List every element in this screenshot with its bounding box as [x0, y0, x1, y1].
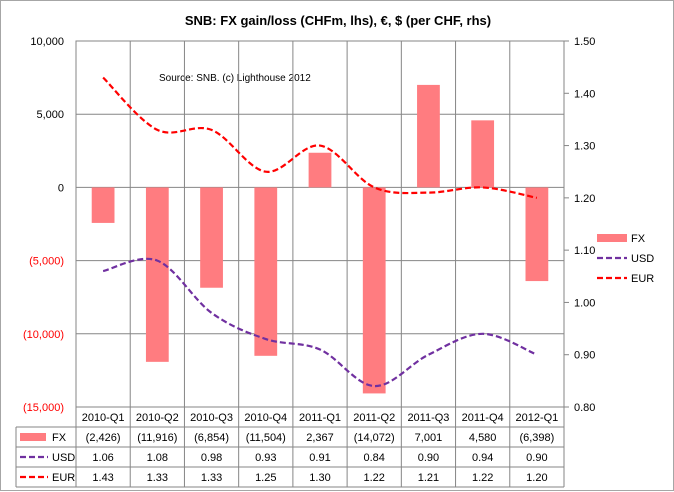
y-left-tick-label: (15,000) [23, 402, 64, 414]
table-cell: (14,072) [354, 432, 395, 444]
table-key-swatch [20, 433, 46, 441]
table-cell: 1.33 [201, 472, 222, 484]
y-right-tick-label: 0.80 [574, 402, 595, 414]
table-category-label: 2010-Q2 [136, 412, 179, 424]
table-cell: 1.20 [526, 472, 547, 484]
table-series-label: USD [52, 452, 75, 464]
legend-label: FX [631, 233, 646, 245]
legend: FX USD EUR [597, 233, 654, 285]
table-category-label: 2011-Q3 [407, 412, 449, 424]
table-category-label: 2011-Q4 [462, 412, 504, 424]
data-table: 2010-Q1 2010-Q2 2010-Q3 2010-Q4 2011-Q1 2011-… [15, 412, 564, 488]
table-cell: (6,854) [194, 432, 229, 444]
table-category-label: 2010-Q3 [190, 412, 233, 424]
y-right-tick-label: 1.50 [574, 36, 595, 48]
table-cell: 0.91 [309, 452, 330, 464]
y-right-tick-label: 1.30 [574, 141, 595, 153]
table-cell: 7,001 [415, 432, 443, 444]
table-cell: 1.43 [92, 472, 113, 484]
fx-bar [254, 187, 278, 356]
y-left-tick-label: 10,000 [30, 36, 64, 48]
chart-title: SNB: FX gain/loss (CHFm, lhs), €, $ (per… [185, 13, 491, 28]
fx-bar [200, 187, 223, 288]
table-cell: 0.94 [472, 452, 493, 464]
table-cell: (2,426) [86, 432, 121, 444]
usd-series-line [102, 257, 538, 388]
table-category-label: 2011-Q1 [299, 412, 341, 424]
table-cell: 1.30 [309, 472, 330, 484]
table-cell: (11,916) [137, 432, 177, 444]
table-category-label: 2010-Q1 [82, 412, 125, 424]
table-cell: 1.22 [364, 472, 385, 484]
fx-bar [471, 120, 495, 188]
fx-bars [91, 84, 549, 394]
y-right-tick-label: 1.40 [574, 88, 595, 100]
y-left-tick-label: (5,000) [29, 256, 64, 268]
table-cell: 1.21 [418, 472, 439, 484]
table-cell: 1.33 [147, 472, 168, 484]
table-cell: 0.84 [364, 452, 385, 464]
eur-series-line [102, 76, 538, 199]
table-cell: 1.06 [92, 452, 113, 464]
table-cell: 0.98 [201, 452, 222, 464]
legend-label: USD [631, 253, 654, 265]
table-cell: 1.25 [255, 472, 276, 484]
table-cell: (6,398) [519, 432, 554, 444]
plot-area-border [75, 40, 565, 408]
table-category-label: 2010-Q4 [244, 412, 287, 424]
table-category-label: 2011-Q2 [353, 412, 395, 424]
legend-label: EUR [631, 273, 654, 285]
legend-swatch [597, 234, 627, 242]
y-left-tick-label: 5,000 [36, 109, 64, 121]
fx-bar [91, 187, 115, 223]
fx-bar [308, 152, 332, 188]
table-cell: 2,367 [306, 432, 334, 444]
fx-bar [362, 187, 386, 394]
table-series-label: EUR [52, 472, 75, 484]
table-cell: 0.90 [526, 452, 547, 464]
y-left-tick-label: 0 [58, 182, 64, 194]
table-cell: 1.22 [472, 472, 493, 484]
table-cell: 0.93 [255, 452, 276, 464]
y-right-tick-label: 1.00 [574, 297, 595, 309]
y-right-tick-label: 0.90 [574, 350, 595, 362]
fx-bar [525, 187, 549, 282]
fx-bar [145, 187, 169, 362]
table-cell: 0.90 [418, 452, 439, 464]
y-left-tick-label: (10,000) [23, 329, 64, 341]
table-cell: 4,580 [469, 432, 497, 444]
table-cell: (11,504) [246, 432, 286, 444]
table-cell: 1.08 [147, 452, 168, 464]
source-annotation: Source: SNB. (c) Lighthouse 2012 [159, 73, 311, 84]
table-category-label: 2012-Q1 [515, 412, 558, 424]
table-series-label: FX [52, 432, 67, 444]
axes: 10,000 5,000 0 (5,000) (10,000) (15,000) 1.50 1… [23, 36, 595, 414]
rate-lines [102, 76, 538, 388]
y-right-tick-label: 1.20 [574, 193, 595, 205]
y-right-tick-label: 1.10 [574, 245, 595, 257]
fx-bar [417, 84, 440, 188]
